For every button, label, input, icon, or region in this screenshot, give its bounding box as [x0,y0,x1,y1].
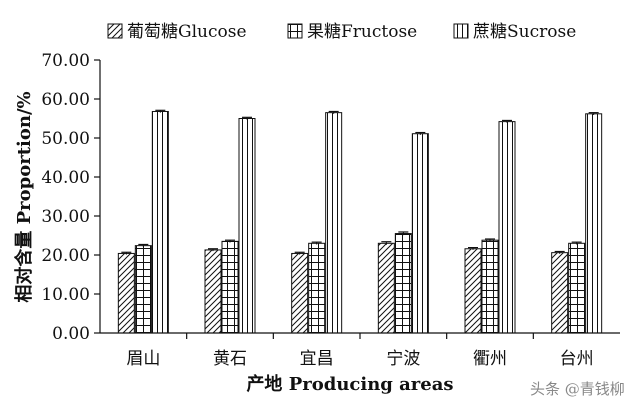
bar [377,242,395,334]
x-category-label: 黄石 [213,349,247,369]
legend-label: 葡萄糖Glucose [127,22,247,42]
x-category-label: 台州 [560,349,594,369]
bar [291,252,309,334]
x-axis-title: 产地 Producing areas [246,373,453,395]
bar [394,233,412,334]
bar [464,248,482,334]
bar [204,249,222,334]
y-tick-label: 0.00 [52,324,90,344]
y-tick-label: 30.00 [41,207,90,227]
bars [117,109,603,334]
y-tick-label: 40.00 [41,168,90,188]
y-tick-label: 60.00 [41,90,90,110]
bar [134,245,152,334]
bar [221,240,239,334]
bar [568,242,586,334]
y-tick-label: 70.00 [41,51,90,71]
x-category-label: 衢州 [473,348,507,369]
bar [238,118,256,334]
legend: 葡萄糖Glucose 果糖Fructose 蔗糖Sucrose [107,22,576,42]
y-tick-label: 10.00 [41,285,90,305]
bar [117,252,135,334]
legend-swatch [287,23,303,39]
bar [151,110,169,334]
x-category-label: 宁波 [386,349,420,369]
bar [498,121,516,334]
bar [551,252,569,334]
bar [585,113,603,334]
y-axis: 0.00 10.00 20.00 30.00 40.00 50.00 60.00 70.00 [41,51,101,344]
bar [481,239,499,334]
bar [308,242,326,334]
bar [411,133,429,334]
y-tick-label: 20.00 [41,246,90,266]
y-tick-label: 50.00 [41,129,90,149]
x-category-label: 宜昌 [300,349,334,369]
bar [325,112,343,334]
legend-label: 蔗糖Sucrose [473,22,576,42]
y-axis-title: 相对含量 Proportion/% [13,91,35,302]
legend-label: 果糖Fructose [307,22,417,42]
x-axis: 眉山 黄石 宜昌 宁波 衢州 台州 [100,332,620,369]
x-category-label: 眉山 [126,349,160,369]
legend-swatch [107,23,123,39]
legend-swatch [453,23,469,39]
watermark: 头条 @青钱柳 [530,380,625,398]
